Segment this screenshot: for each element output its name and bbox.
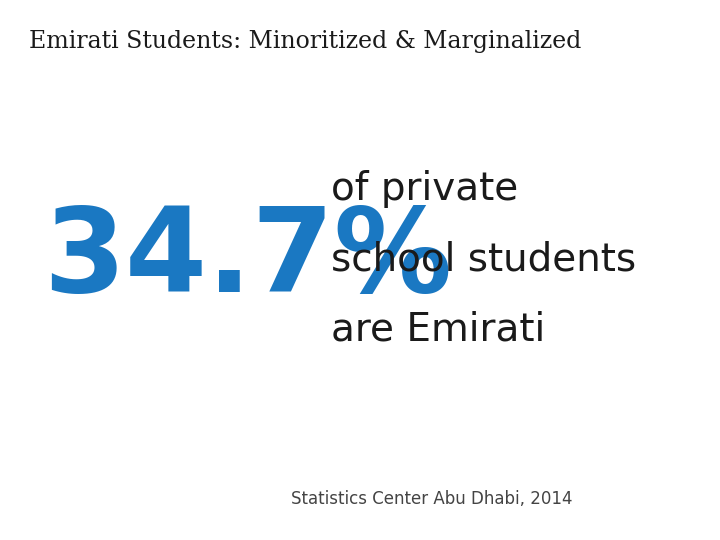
Text: school students: school students (331, 240, 636, 278)
Text: of private: of private (331, 170, 518, 208)
Text: 34.7%: 34.7% (43, 202, 452, 316)
Text: Statistics Center Abu Dhabi, 2014: Statistics Center Abu Dhabi, 2014 (292, 490, 572, 508)
Text: are Emirati: are Emirati (331, 310, 546, 348)
Text: Emirati Students: Minoritized & Marginalized: Emirati Students: Minoritized & Marginal… (29, 30, 581, 53)
